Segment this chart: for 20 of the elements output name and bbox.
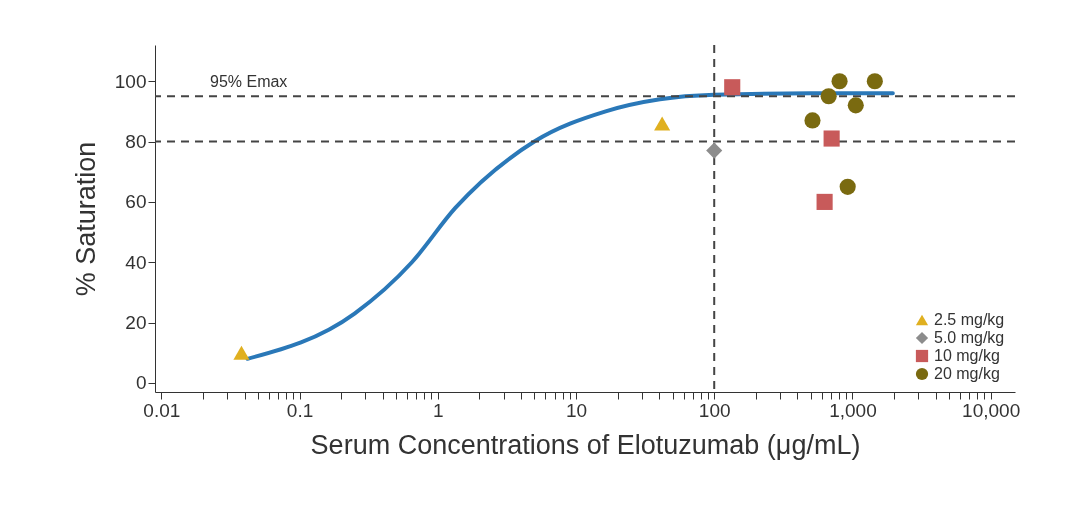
- x-tick-label: 1: [432, 399, 444, 421]
- legend-label: 10 mg/kg: [934, 347, 1000, 364]
- x-tick-label: 100: [698, 399, 731, 421]
- ref-line-label: 95% Emax: [210, 73, 288, 91]
- legend-label: 20 mg/kg: [934, 365, 1000, 382]
- y-tick-label: 100: [114, 70, 147, 92]
- y-tick-label: 80: [125, 131, 147, 153]
- x-tick-label: 0.01: [143, 399, 181, 421]
- x-tick-label: 10,000: [962, 399, 1021, 421]
- y-axis-title: % Saturation: [70, 141, 101, 297]
- x-tick-label: 10: [565, 399, 588, 421]
- y-tick-label: 20: [125, 312, 147, 334]
- x-tick-label: 0.1: [286, 399, 314, 421]
- legend-label: 5.0 mg/kg: [934, 329, 1005, 346]
- legend-label: 2.5 mg/kg: [934, 311, 1005, 328]
- y-tick-label: 60: [125, 191, 147, 213]
- x-tick-label: 1,000: [829, 399, 877, 421]
- x-axis-title: Serum Concentrations of Elotuzumab (μg/mL): [310, 429, 861, 460]
- y-tick-label: 40: [125, 251, 147, 273]
- y-tick-label: 0: [135, 372, 147, 394]
